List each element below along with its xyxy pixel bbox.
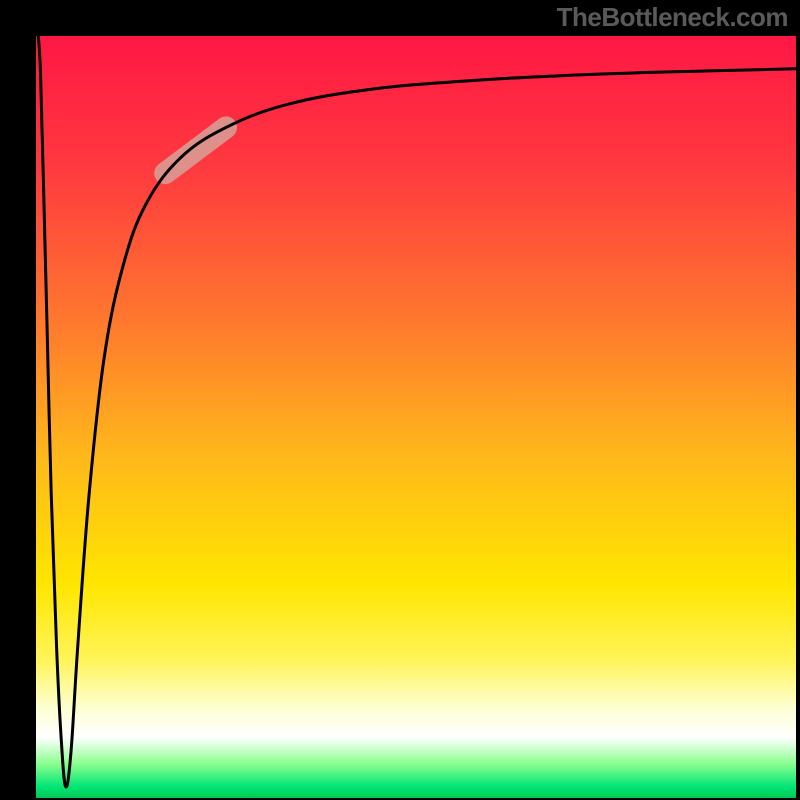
attribution-label: TheBottleneck.com (557, 2, 788, 33)
chart-frame: TheBottleneck.com (0, 0, 800, 800)
plot-svg (0, 0, 800, 800)
plot-background (36, 36, 796, 798)
